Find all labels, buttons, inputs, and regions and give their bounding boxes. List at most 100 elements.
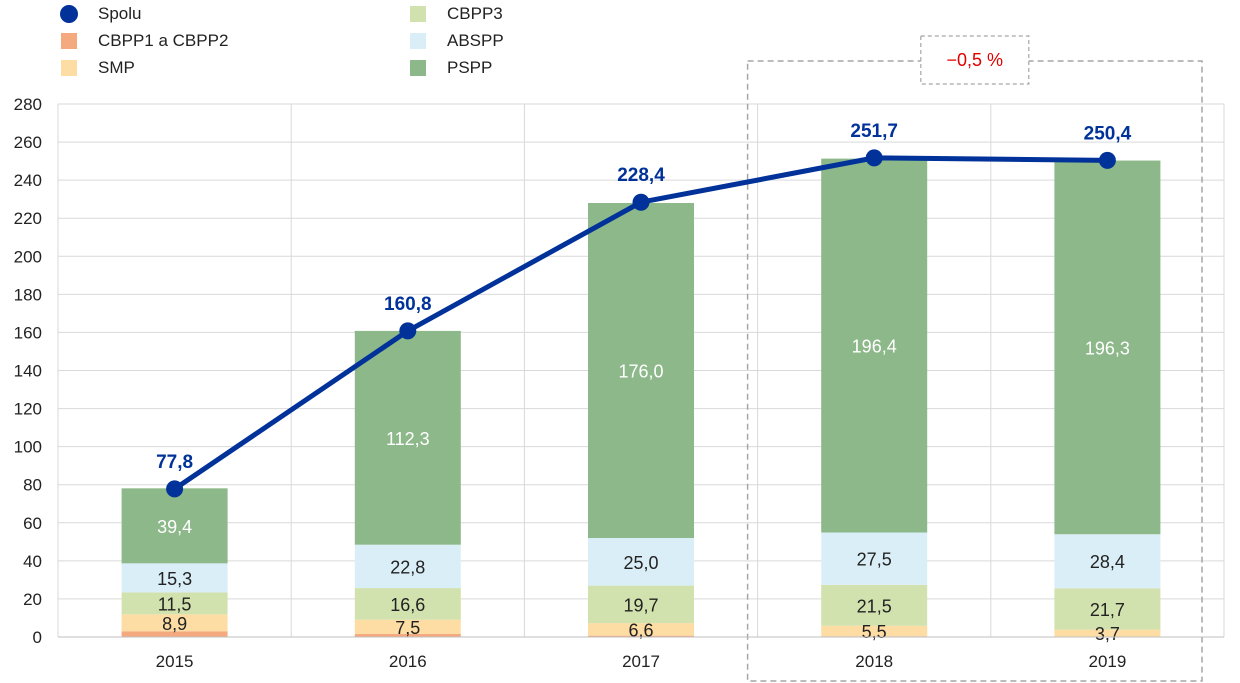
bar-abspp [821, 532, 928, 585]
bar-abspp [1054, 534, 1161, 589]
x-tick-label: 2019 [1088, 652, 1126, 671]
data-label-abspp: 25,0 [623, 553, 658, 573]
legend-label-cbpp3: CBPP3 [447, 4, 503, 23]
bar-cbpp12 [354, 633, 461, 637]
y-tick-label: 0 [33, 628, 42, 647]
y-tick-label: 220 [14, 209, 42, 228]
total-point [865, 149, 883, 167]
bar-cbpp12 [588, 635, 694, 637]
bar-pspp [1054, 160, 1161, 535]
legend-item-smp: SMP [61, 57, 135, 79]
data-label-cbpp3: 21,5 [857, 596, 892, 616]
y-tick-label: 80 [23, 476, 42, 495]
legend-label-smp: SMP [98, 58, 135, 77]
legend-swatch-cbpp3 [410, 6, 426, 22]
data-label-pspp: 176,0 [618, 362, 663, 382]
data-label-smp: 7,5 [395, 618, 420, 638]
legend-label-pspp: PSPP [447, 58, 493, 77]
bar-cbpp3 [121, 592, 228, 615]
bar-pspp [588, 202, 694, 539]
data-label-cbpp3: 11,5 [158, 594, 192, 614]
annotation-box [920, 35, 1030, 85]
bar-pspp [354, 330, 461, 545]
total-label: 250,4 [1084, 123, 1132, 144]
data-label-pspp: 196,3 [1085, 338, 1130, 358]
data-label-smp: 5,5 [862, 622, 887, 642]
data-label-abspp: 27,5 [857, 550, 892, 570]
data-label-smp: 3,7 [1095, 624, 1120, 644]
y-tick-label: 180 [14, 285, 42, 304]
highlight-frame-rect [746, 60, 1203, 682]
data-label-pspp: 196,4 [852, 337, 897, 357]
data-label-pspp: 112,3 [386, 429, 430, 449]
y-tick-label: 260 [14, 133, 42, 152]
bar-cbpp3 [354, 588, 461, 620]
data-label-abspp: 22,8 [390, 557, 425, 577]
bar-cbpp3 [588, 585, 694, 624]
legend-item-cbpp3: CBPP3 [410, 3, 503, 25]
y-tick-label: 60 [23, 514, 42, 533]
bar-smp [354, 619, 461, 634]
bar-cbpp3 [821, 584, 928, 626]
bar-smp [121, 614, 228, 632]
total-line: 77,8 160,8 228,4 251,7 250,4 [156, 121, 1132, 498]
data-label-cbpp3: 16,6 [390, 595, 425, 615]
data-label-smp: 8,9 [162, 614, 187, 634]
legend-label-total: Spolu [98, 4, 142, 23]
total-point [632, 193, 650, 211]
x-tick-label: 2015 [156, 652, 194, 671]
axes: 0 20 40 60 80 100 120 140 160 180 200 220 240 260 280 2… [14, 95, 1224, 671]
legend-swatch-cbpp12 [61, 33, 77, 49]
y-tick-label: 140 [14, 362, 42, 381]
bar-pspp [821, 158, 928, 533]
annotation-text: −0,5 % [947, 50, 1004, 70]
bar-cbpp3 [1054, 588, 1161, 630]
legend-item-pspp: PSPP [410, 57, 492, 79]
y-tick-label: 200 [14, 247, 42, 266]
x-tick-label: 2018 [855, 652, 893, 671]
data-label-abspp: 28,4 [1090, 552, 1125, 572]
legend-item-total: Spolu [60, 3, 141, 25]
y-tick-label: 40 [23, 552, 42, 571]
y-tick-label: 160 [14, 323, 42, 342]
x-tick-label: 2017 [622, 652, 660, 671]
legend-item-abspp: ABSPP [410, 30, 504, 52]
y-tick-label: 100 [14, 438, 42, 457]
highlight-frame: −0,5 % [746, 35, 1203, 682]
legend-label-cbpp12: CBPP1 a CBPP2 [98, 31, 229, 50]
legend-label-abspp: ABSPP [447, 31, 504, 50]
legend: Spolu CBPP1 a CBPP2 SMP CBPP3 ABSPP PSPP [0, 0, 1240, 90]
y-tick-label: 120 [14, 400, 42, 419]
x-tick-label: 2016 [389, 652, 427, 671]
legend-swatch-total [60, 5, 78, 23]
total-label: 77,8 [156, 452, 193, 473]
bar-abspp [588, 538, 694, 586]
bar-smp [588, 623, 694, 636]
legend-swatch-pspp [410, 60, 426, 76]
data-label-abspp: 15,3 [157, 569, 192, 589]
total-point [166, 480, 184, 498]
legend-swatch-abspp [410, 33, 426, 49]
total-point [1098, 151, 1116, 169]
bar-smp [1054, 629, 1161, 637]
total-label: 228,4 [617, 165, 665, 186]
total-label: 160,8 [384, 294, 432, 315]
bar-pspp [121, 488, 228, 564]
data-label-smp: 6,6 [628, 620, 653, 640]
bar-abspp [121, 563, 228, 593]
total-point [399, 322, 417, 340]
y-tick-label: 20 [23, 590, 42, 609]
total-label: 251,7 [850, 121, 898, 142]
data-label-pspp: 39,4 [157, 517, 192, 537]
data-label-cbpp3: 21,7 [1090, 600, 1125, 620]
data-label-cbpp3: 19,7 [623, 595, 658, 615]
bar-cbpp12 [121, 631, 228, 637]
bar-abspp [354, 544, 461, 589]
y-tick-label: 240 [14, 171, 42, 190]
legend-item-cbpp12: CBPP1 a CBPP2 [61, 30, 228, 52]
bars [121, 158, 1161, 637]
bar-smp [821, 625, 928, 637]
y-tick-label: 280 [14, 95, 42, 114]
legend-swatch-smp [61, 60, 77, 76]
